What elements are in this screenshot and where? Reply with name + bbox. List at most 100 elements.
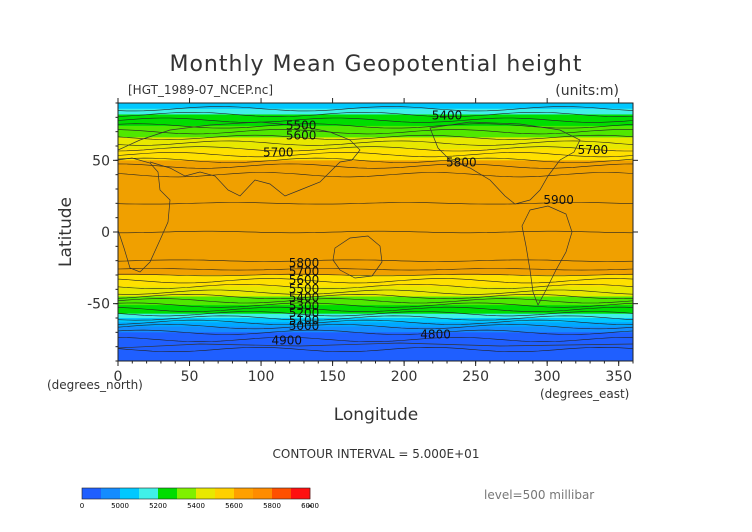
color-band bbox=[118, 131, 633, 138]
contour-label: 4800 bbox=[420, 328, 451, 342]
color-band bbox=[118, 275, 633, 282]
contour-lines bbox=[118, 106, 633, 352]
contour-label: 5200 bbox=[289, 306, 320, 320]
y-axis: -50 0 50 bbox=[87, 102, 638, 362]
contour-interval-label: CONTOUR INTERVAL = 5.000E+01 bbox=[273, 447, 480, 461]
contour-line bbox=[118, 117, 633, 123]
contour-line bbox=[118, 157, 633, 163]
color-band bbox=[118, 305, 633, 310]
coastline-north-america bbox=[429, 121, 581, 205]
coastline-south-america bbox=[521, 205, 573, 306]
color-band bbox=[118, 322, 633, 328]
contour-label: 5000 bbox=[289, 319, 320, 333]
legend-tick-label: 5400 bbox=[187, 502, 205, 510]
legend-tick-label: 5200 bbox=[149, 502, 167, 510]
contour-line bbox=[118, 319, 633, 325]
contour-line bbox=[118, 268, 633, 271]
color-band bbox=[118, 309, 633, 315]
color-band bbox=[118, 203, 633, 233]
color-band bbox=[118, 332, 633, 340]
coastline-eurasia bbox=[118, 121, 361, 197]
y-unit-label: (degrees_north) bbox=[47, 378, 143, 392]
contour-label: 4900 bbox=[272, 333, 303, 347]
contour-line bbox=[118, 311, 633, 317]
contour-line bbox=[118, 112, 633, 118]
x-tick-label: 250 bbox=[462, 369, 489, 385]
contour-line bbox=[118, 134, 633, 140]
contour-line bbox=[118, 337, 633, 342]
legend-swatch bbox=[234, 488, 254, 499]
legend-frame bbox=[81, 487, 311, 500]
color-band bbox=[118, 280, 633, 287]
color-band bbox=[118, 160, 633, 167]
color-band bbox=[118, 108, 633, 115]
contour-line bbox=[118, 284, 633, 289]
contour-line bbox=[118, 278, 633, 284]
color-band bbox=[118, 103, 633, 110]
legend-swatch bbox=[177, 488, 197, 499]
x-tick-label: 0 bbox=[114, 369, 123, 385]
chart-title: Monthly Mean Geopotential height bbox=[169, 52, 582, 77]
contour-label: 5100 bbox=[289, 313, 320, 327]
color-band bbox=[118, 125, 633, 133]
y-axis-label: Latitude bbox=[56, 197, 76, 267]
contour-line bbox=[118, 324, 633, 330]
x-tick-label: 350 bbox=[605, 369, 632, 385]
contour-line bbox=[118, 273, 633, 277]
contour-label: 5600 bbox=[286, 128, 317, 142]
legend-swatch bbox=[291, 488, 311, 499]
color-band bbox=[118, 300, 633, 306]
contour-label: 5700 bbox=[578, 143, 609, 157]
contour-label: 5500 bbox=[286, 118, 317, 132]
contour-label: 5700 bbox=[289, 265, 320, 279]
legend-swatch bbox=[196, 488, 216, 499]
contour-line bbox=[118, 298, 633, 304]
legend-swatch bbox=[215, 488, 235, 499]
contour-line bbox=[118, 152, 633, 158]
contour-label: 5700 bbox=[263, 146, 294, 160]
color-band bbox=[118, 339, 633, 351]
y-tick-label: -50 bbox=[87, 297, 110, 313]
contour-label: 5800 bbox=[289, 256, 320, 270]
color-band bbox=[118, 120, 633, 127]
color-band bbox=[118, 326, 633, 333]
contour-line bbox=[118, 259, 633, 262]
x-tick-label: 300 bbox=[534, 369, 561, 385]
color-band bbox=[118, 296, 633, 302]
contour-line bbox=[118, 123, 633, 129]
x-tick-label: 150 bbox=[319, 369, 346, 385]
contour-label: 5500 bbox=[289, 282, 320, 296]
contour-line bbox=[118, 129, 633, 135]
contour-line bbox=[118, 106, 633, 112]
legend-tick-label: ∞ bbox=[307, 502, 313, 510]
contour-line bbox=[118, 289, 633, 295]
legend-swatch bbox=[139, 488, 159, 499]
x-tick-label: 200 bbox=[391, 369, 418, 385]
legend-swatch bbox=[82, 488, 102, 499]
contour-line bbox=[118, 315, 633, 321]
legend-swatch bbox=[253, 488, 273, 499]
x-tick-label: 100 bbox=[248, 369, 275, 385]
units-label: (units:m) bbox=[555, 83, 619, 99]
y-tick-label: 50 bbox=[92, 153, 110, 169]
contour-line bbox=[118, 163, 633, 169]
contour-line bbox=[118, 140, 633, 146]
contour-line bbox=[118, 346, 633, 352]
coastline-africa bbox=[118, 157, 171, 273]
x-axis-label: Longitude bbox=[334, 405, 419, 425]
x-tick-label: 50 bbox=[181, 369, 199, 385]
color-legend: 0 5000 5200 5400 5600 5800 6000∞ bbox=[80, 487, 319, 510]
x-axis: 0 50 100 150 200 250 300 350 bbox=[114, 98, 634, 385]
x-unit-label: (degrees_east) bbox=[540, 387, 629, 401]
legend-swatch bbox=[101, 488, 121, 499]
contour-label: 5800 bbox=[446, 156, 477, 170]
contour-line bbox=[118, 306, 633, 312]
color-band bbox=[118, 143, 633, 150]
coastlines bbox=[118, 121, 633, 349]
contour-line bbox=[118, 329, 633, 335]
legend-tick-label: 5800 bbox=[263, 502, 281, 510]
coastline-australia bbox=[332, 235, 383, 279]
color-band bbox=[118, 154, 633, 161]
